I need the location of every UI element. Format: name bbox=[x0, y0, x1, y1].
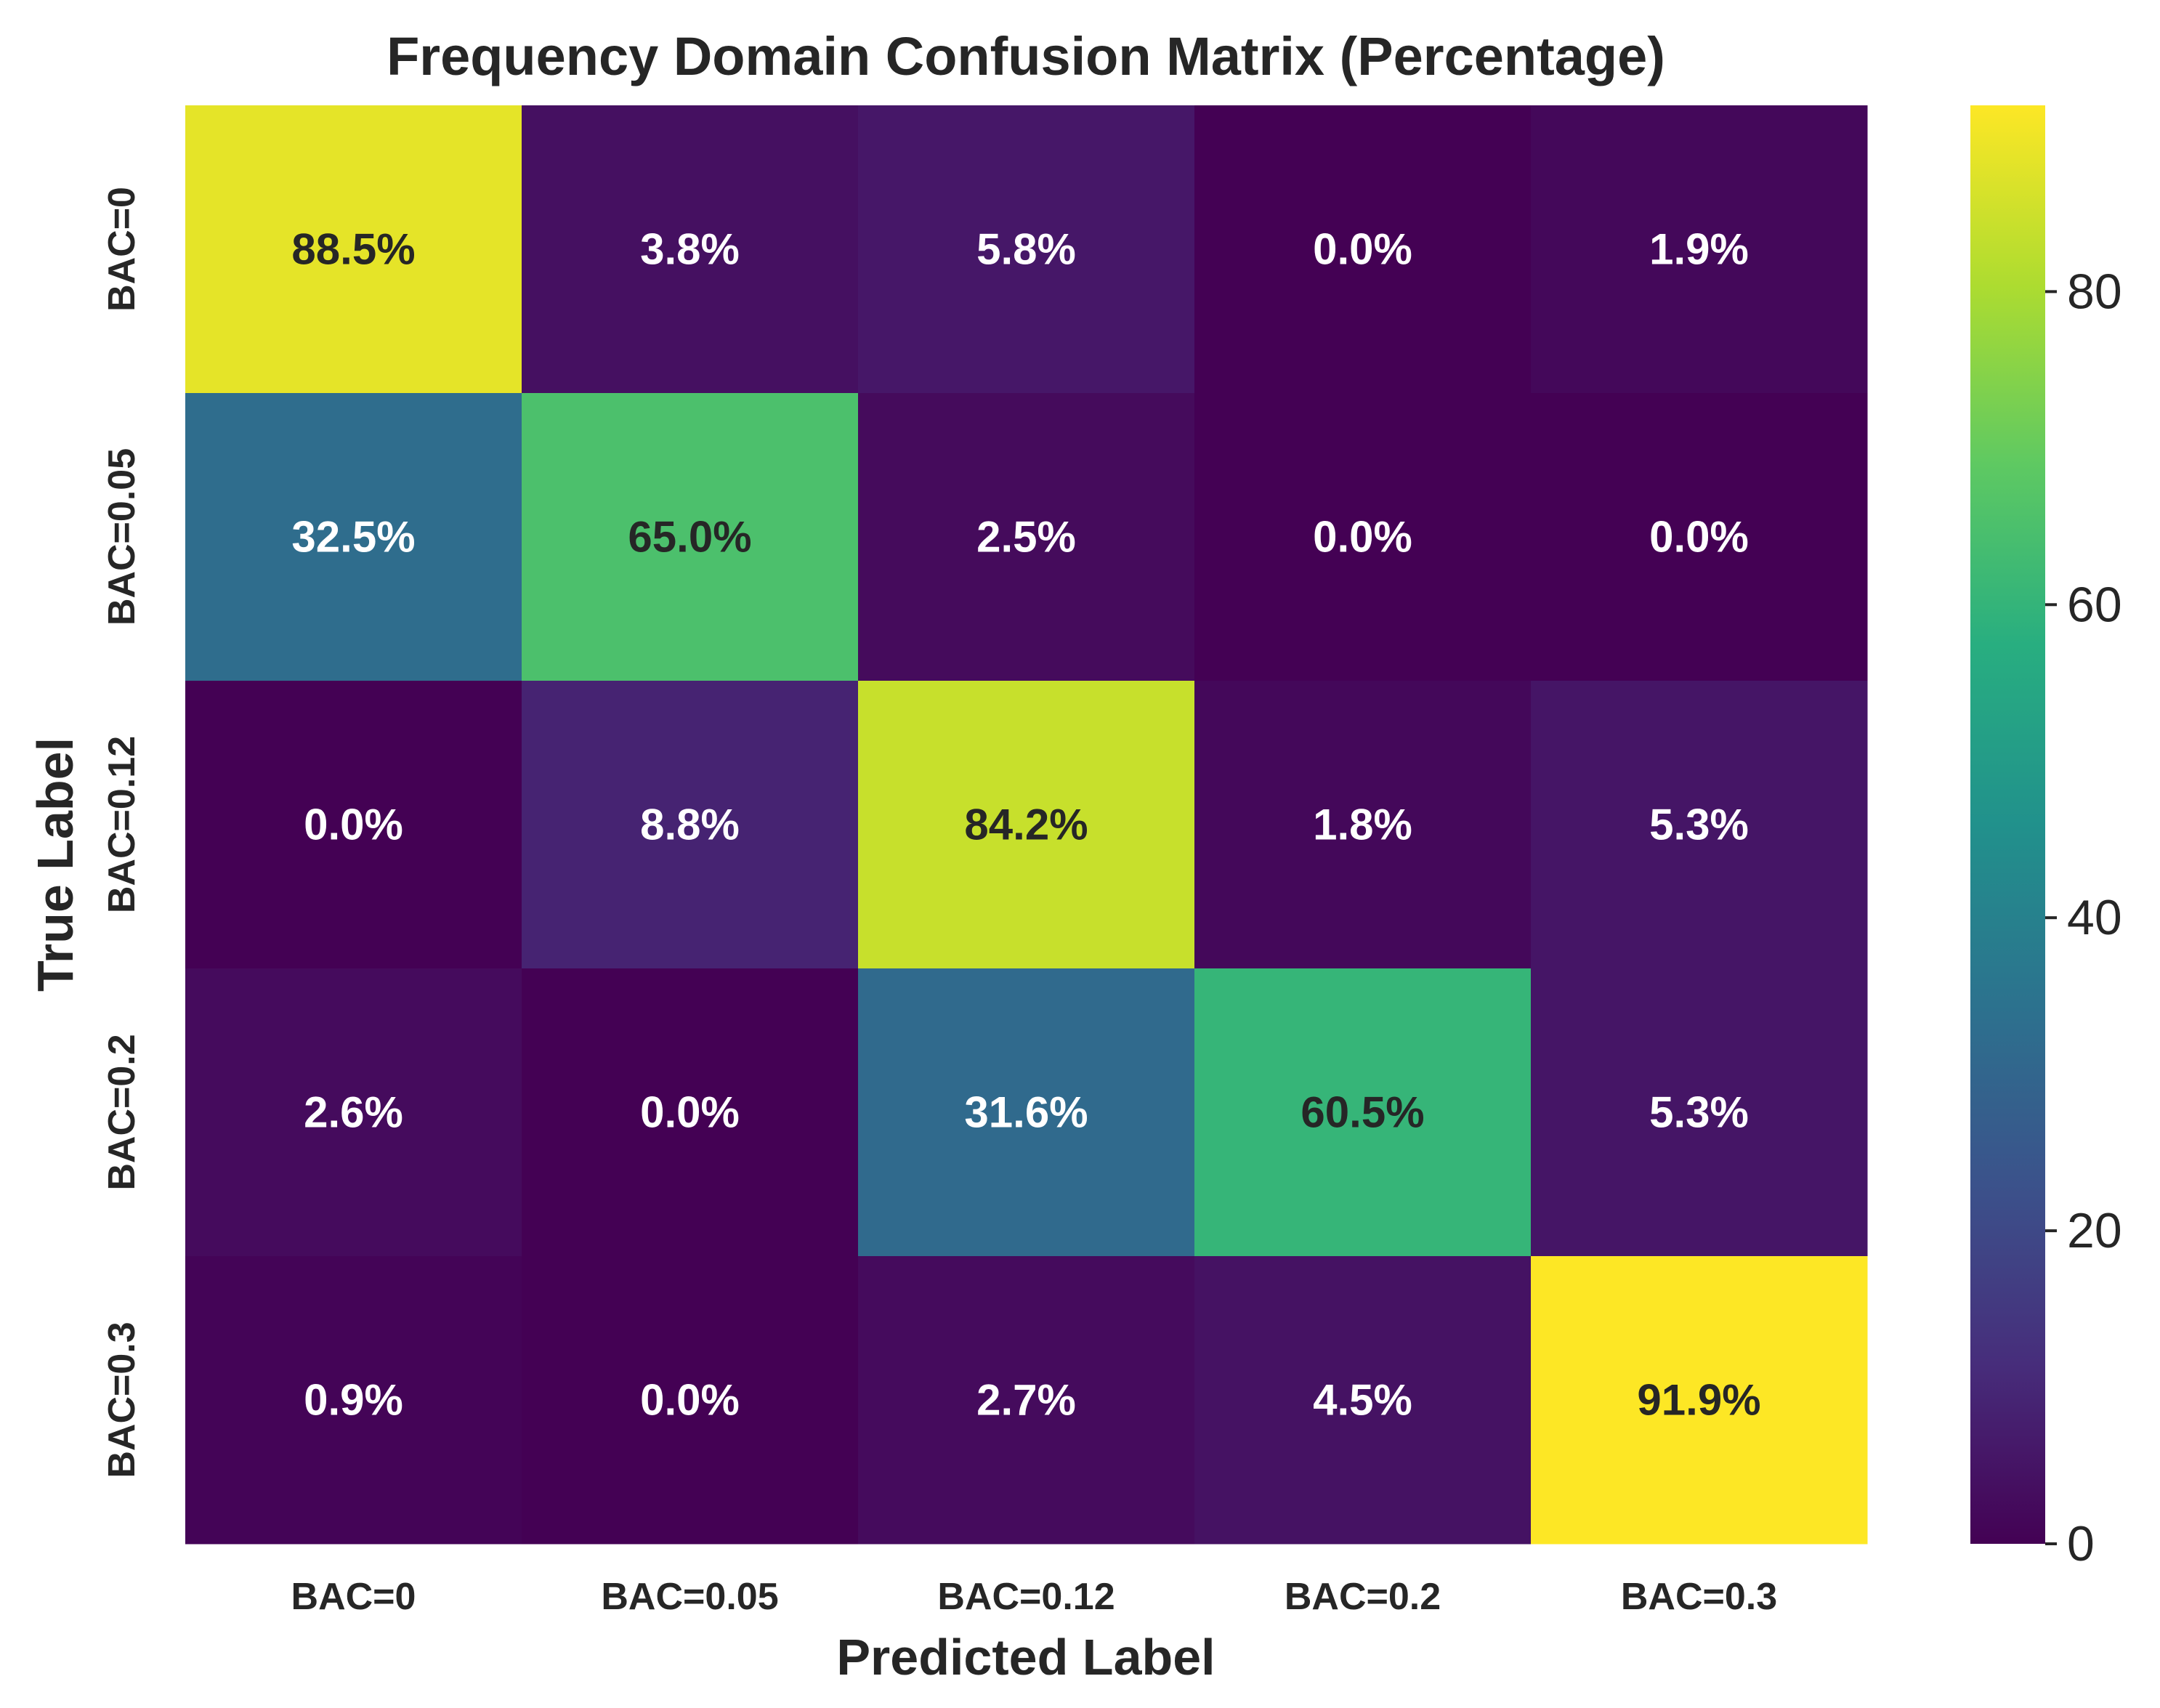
heatmap-cell bbox=[522, 1256, 859, 1545]
heatmap-cell bbox=[1531, 681, 1868, 969]
cell-value-label: 32.5% bbox=[291, 513, 415, 562]
y-tick-label: BAC=0.3 bbox=[101, 1322, 143, 1478]
heatmap-cell bbox=[1194, 393, 1532, 681]
heatmap-cell bbox=[858, 681, 1195, 969]
heatmap-cell bbox=[1194, 681, 1532, 969]
heatmap-cell bbox=[1531, 393, 1868, 681]
x-tick-label: BAC=0.2 bbox=[1285, 1576, 1441, 1618]
cell-value-label: 3.8% bbox=[640, 225, 740, 274]
heatmap-cell bbox=[185, 1256, 522, 1545]
x-tick-label: BAC=0.05 bbox=[601, 1576, 778, 1618]
cell-value-label: 84.2% bbox=[964, 801, 1088, 849]
cell-value-label: 8.8% bbox=[640, 801, 740, 849]
x-tick-label: BAC=0 bbox=[291, 1576, 416, 1618]
colorbar-tick-label: 40 bbox=[2067, 890, 2122, 945]
cell-value-label: 5.3% bbox=[1649, 801, 1749, 849]
x-axis-ticks: BAC=0 BAC=0.05 BAC=0.12 BAC=0.2 BAC=0.3 bbox=[291, 1576, 1778, 1618]
x-tick-label: BAC=0.12 bbox=[937, 1576, 1115, 1618]
cell-value-label: 5.8% bbox=[976, 225, 1076, 274]
colorbar-tick-label: 80 bbox=[2067, 264, 2122, 319]
y-axis-label: True Label bbox=[27, 737, 84, 992]
cell-value-label: 2.5% bbox=[976, 513, 1076, 562]
heatmap-cell bbox=[858, 105, 1195, 394]
cell-value-label: 0.0% bbox=[640, 1088, 740, 1137]
cell-value-label: 2.6% bbox=[304, 1088, 403, 1137]
cell-value-label: 91.9% bbox=[1637, 1376, 1760, 1425]
x-axis-label: Predicted Label bbox=[836, 1629, 1215, 1685]
cell-value-label: 60.5% bbox=[1301, 1088, 1424, 1137]
colorbar-ticks: 0 20 40 60 80 bbox=[2045, 264, 2122, 1571]
y-tick-label: BAC=0.12 bbox=[101, 736, 143, 913]
chart-title: Frequency Domain Confusion Matrix (Perce… bbox=[387, 26, 1665, 86]
cell-value-label: 0.0% bbox=[1649, 513, 1749, 562]
heatmap-cell bbox=[1194, 105, 1532, 394]
colorbar bbox=[1970, 105, 2045, 1544]
y-tick-label: BAC=0 bbox=[101, 187, 143, 312]
heatmap-cell bbox=[522, 968, 859, 1257]
cell-value-label: 31.6% bbox=[964, 1088, 1088, 1137]
heatmap-cell bbox=[185, 968, 522, 1257]
y-axis-ticks: BAC=0 BAC=0.05 BAC=0.12 BAC=0.2 BAC=0.3 bbox=[101, 187, 143, 1478]
heatmap-cell bbox=[1531, 1256, 1868, 1545]
cell-value-label: 1.8% bbox=[1313, 801, 1412, 849]
cell-value-label: 0.0% bbox=[1313, 513, 1412, 562]
heatmap-cell bbox=[522, 681, 859, 969]
heatmap-cell bbox=[1531, 968, 1868, 1257]
y-tick-label: BAC=0.05 bbox=[101, 448, 143, 626]
heatmap-cell bbox=[185, 393, 522, 681]
heatmap-cell bbox=[1531, 105, 1868, 394]
colorbar-tick-label: 20 bbox=[2067, 1203, 2122, 1258]
cell-value-label: 0.0% bbox=[1313, 225, 1412, 274]
heatmap-cell bbox=[1194, 968, 1532, 1257]
cell-value-label: 2.7% bbox=[976, 1376, 1076, 1425]
colorbar-tick-label: 60 bbox=[2067, 577, 2122, 632]
cell-value-label: 0.0% bbox=[640, 1376, 740, 1425]
y-tick-label: BAC=0.2 bbox=[101, 1034, 143, 1190]
x-tick-label: BAC=0.3 bbox=[1621, 1576, 1777, 1618]
heatmap-cell bbox=[858, 968, 1195, 1257]
heatmap-cell bbox=[1194, 1256, 1532, 1545]
heatmap-cell-labels: 88.5% 3.8% 5.8% 0.0% 1.9% 32.5% 65.0% 2.5% 0.0% 0… bbox=[291, 225, 1760, 1425]
heatmap-cell bbox=[185, 681, 522, 969]
cell-value-label: 88.5% bbox=[291, 225, 415, 274]
cell-value-label: 0.9% bbox=[304, 1376, 403, 1425]
heatmap-cell bbox=[858, 1256, 1195, 1545]
heatmap-cell bbox=[522, 105, 859, 394]
colorbar-tick-label: 0 bbox=[2067, 1516, 2095, 1571]
heatmap-cell bbox=[185, 105, 522, 394]
heatmap-cell bbox=[522, 393, 859, 681]
cell-value-label: 5.3% bbox=[1649, 1088, 1749, 1137]
cell-value-label: 1.9% bbox=[1649, 225, 1749, 274]
cell-value-label: 4.5% bbox=[1313, 1376, 1412, 1425]
cell-value-label: 0.0% bbox=[304, 801, 403, 849]
heatmap-cells bbox=[185, 105, 1868, 1545]
heatmap-cell bbox=[858, 393, 1195, 681]
cell-value-label: 65.0% bbox=[628, 513, 751, 562]
